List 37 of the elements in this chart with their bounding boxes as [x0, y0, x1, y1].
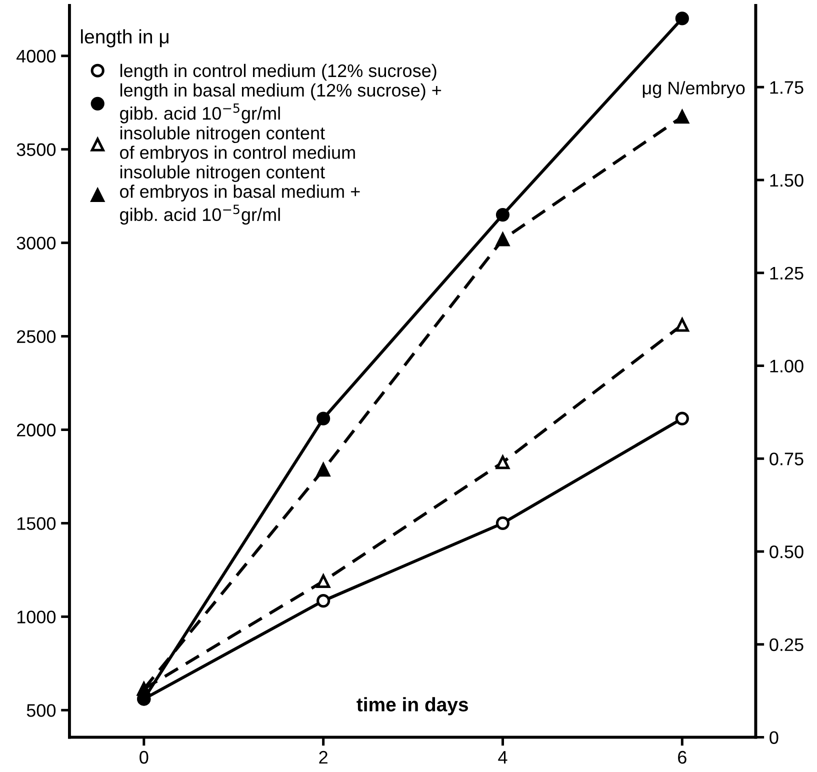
- point: [675, 12, 689, 26]
- y2-tick-label: 0.25: [770, 638, 804, 652]
- point: [496, 516, 510, 530]
- y2-tick-label: 0.50: [770, 545, 804, 558]
- point: [316, 574, 330, 588]
- y-tick-label: 3000: [16, 236, 56, 250]
- y-tick-label: 3500: [16, 143, 56, 156]
- point: [316, 594, 330, 608]
- x-tick-label: 4: [498, 751, 508, 764]
- y2-tick-label: 1.00: [770, 360, 804, 372]
- y-tick-label: 500: [26, 704, 56, 717]
- point: [675, 110, 689, 124]
- legend-label: insoluble nitrogen content of embryos in basal medium + gibb. acid 10$^{−5}$gr/ml: [120, 165, 360, 225]
- y-tick-label: 4000: [16, 50, 56, 63]
- y-tick-label: 1500: [17, 517, 56, 530]
- y2-tick-label: 1.75: [770, 81, 804, 94]
- x-axis-title: time in days: [356, 697, 468, 716]
- point: [675, 318, 689, 332]
- y2-tick-label: 0: [770, 731, 778, 744]
- y-tick-label: 2000: [16, 424, 56, 436]
- y2-axis-title: μg N/embryo: [642, 81, 745, 98]
- y-tick-label: 1000: [17, 610, 56, 624]
- point: [675, 412, 689, 426]
- x-tick-label: 0: [140, 750, 148, 764]
- y2-tick-label: 1.50: [770, 174, 804, 187]
- y-tick-label: 2500: [16, 330, 56, 343]
- legend-label: length in control medium (12% sucrose): [120, 64, 436, 81]
- point: [496, 208, 510, 222]
- point: [496, 456, 510, 470]
- y-axis-title: length in μ: [81, 29, 168, 48]
- point: [316, 412, 330, 426]
- y2-tick-label: 1.25: [770, 266, 804, 280]
- x-tick-label: 2: [319, 750, 328, 764]
- x-tick-label: 6: [678, 750, 686, 764]
- y2-tick-label: 0.75: [770, 452, 804, 466]
- point: [496, 232, 510, 246]
- point: [316, 462, 330, 477]
